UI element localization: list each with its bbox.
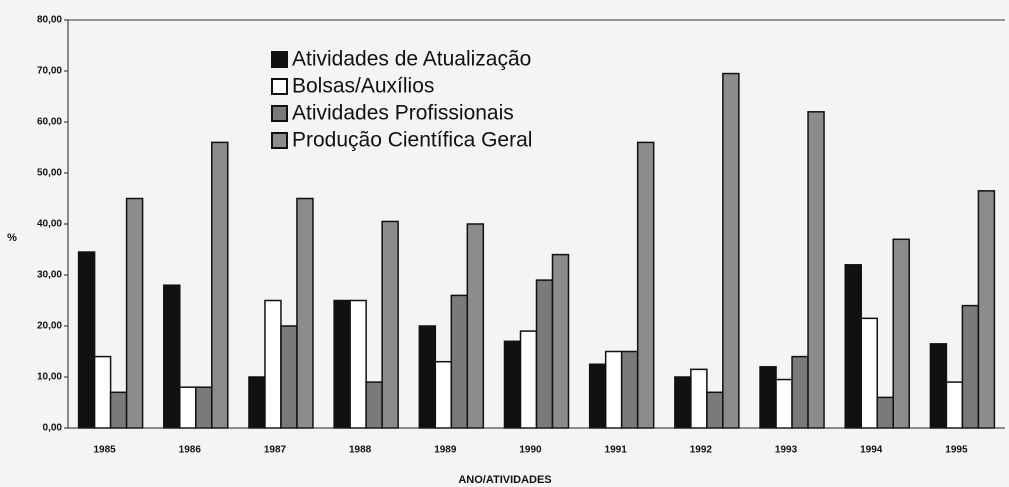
bar xyxy=(791,355,809,429)
legend-swatch xyxy=(271,132,288,149)
bar xyxy=(248,376,266,429)
bar xyxy=(333,299,351,429)
x-tick-label: 1991 xyxy=(605,445,628,456)
bar xyxy=(945,381,964,429)
x-tick-label: 1993 xyxy=(775,445,798,456)
bar xyxy=(759,366,777,429)
bar xyxy=(977,190,996,429)
bar xyxy=(296,197,314,429)
bar xyxy=(892,238,910,429)
legend-label: Atividades de Atualização xyxy=(292,48,531,71)
x-tick-label: 1995 xyxy=(945,445,968,456)
bar xyxy=(674,376,692,429)
x-tick-label: 1985 xyxy=(93,445,116,456)
legend-swatch xyxy=(271,78,288,95)
legend-label: Produção Científica Geral xyxy=(292,129,532,152)
y-tick-label: 70,00 xyxy=(37,66,62,77)
legend-swatch xyxy=(271,51,288,68)
bar xyxy=(519,330,538,429)
x-tick-label: 1992 xyxy=(690,445,713,456)
bar xyxy=(961,304,980,429)
bar xyxy=(93,355,112,429)
bar xyxy=(722,72,740,429)
bar xyxy=(349,299,367,429)
y-tick-label: 0,00 xyxy=(43,423,63,434)
bar xyxy=(418,325,437,429)
bar xyxy=(775,378,793,429)
bar xyxy=(876,396,894,429)
bar xyxy=(604,350,623,429)
bar xyxy=(466,223,485,429)
bar xyxy=(125,197,144,429)
bar xyxy=(503,340,522,429)
bar xyxy=(535,279,554,429)
x-tick-label: 1994 xyxy=(860,445,883,456)
bar xyxy=(163,284,181,429)
x-tick-label: 1986 xyxy=(179,445,202,456)
y-tick-label: 40,00 xyxy=(37,219,62,230)
bar xyxy=(860,317,878,429)
bar xyxy=(365,381,383,429)
x-tick-label: 1990 xyxy=(519,445,542,456)
bar xyxy=(620,350,639,429)
legend-label: Bolsas/Auxílios xyxy=(292,75,434,98)
bar xyxy=(280,325,298,429)
x-tick-label: 1987 xyxy=(264,445,287,456)
bar xyxy=(195,386,213,429)
bar xyxy=(450,294,469,429)
x-tick-label: 1988 xyxy=(349,445,372,456)
bar xyxy=(929,343,948,429)
bar xyxy=(211,141,229,429)
bar xyxy=(690,368,708,429)
y-tick-label: 60,00 xyxy=(37,117,62,128)
y-tick-label: 80,00 xyxy=(37,15,62,26)
bar xyxy=(551,253,570,429)
y-axis-label: % xyxy=(7,232,17,244)
x-tick-label: 1989 xyxy=(434,445,457,456)
bar xyxy=(179,386,197,429)
y-tick-label: 10,00 xyxy=(37,372,62,383)
bar xyxy=(844,264,862,429)
x-axis-label: ANO/ATIVIDADES xyxy=(458,474,551,486)
bar xyxy=(434,360,453,429)
bar xyxy=(381,220,399,429)
bar xyxy=(264,299,282,429)
y-tick-label: 50,00 xyxy=(37,168,62,179)
bar xyxy=(706,391,724,429)
legend-swatch xyxy=(271,105,288,122)
bar xyxy=(588,363,607,429)
y-tick-label: 30,00 xyxy=(37,270,62,281)
bar xyxy=(77,251,96,429)
legend-label: Atividades Profissionais xyxy=(292,102,514,125)
bar xyxy=(636,141,655,429)
bar xyxy=(807,111,825,429)
y-tick-label: 20,00 xyxy=(37,321,62,332)
bar xyxy=(109,391,128,429)
